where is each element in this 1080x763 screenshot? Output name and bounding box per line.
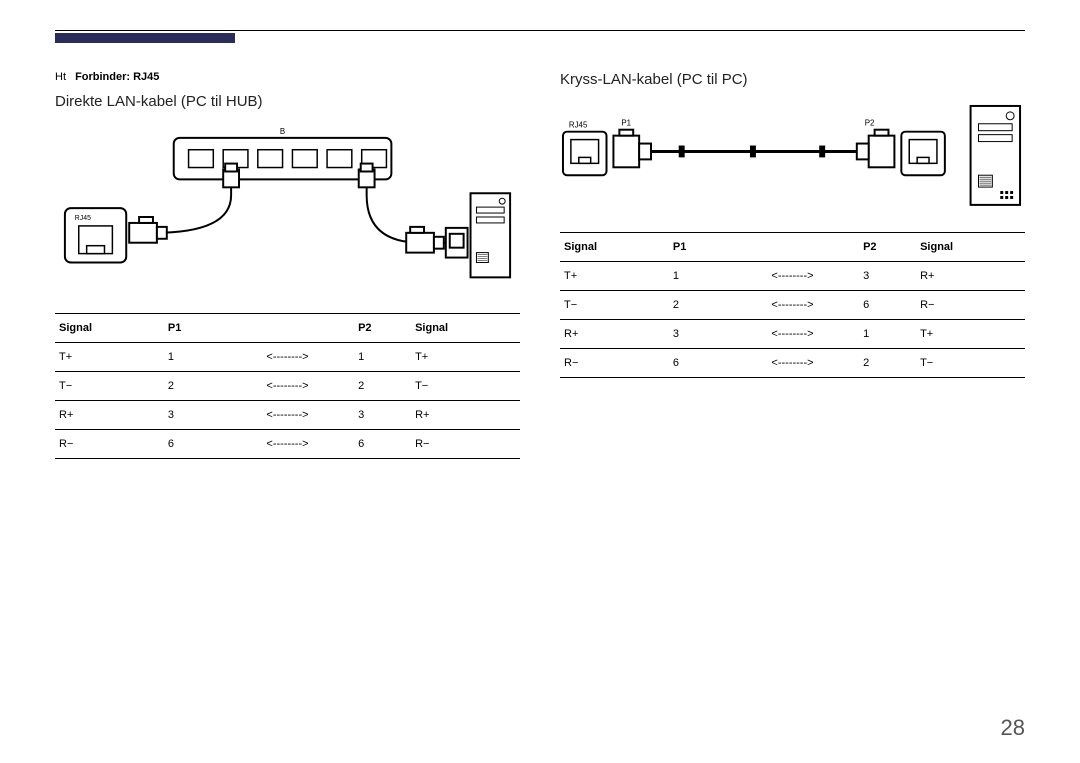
rj45-label: RJ45 (569, 121, 588, 130)
connector-prefix: Ht (55, 71, 66, 83)
connector-line: Ht Forbinder: RJ45 (55, 71, 520, 83)
diagram-pc-to-hub: B RJ45 (55, 124, 520, 292)
right-pinout-table: Signal P1 P2 Signal T+1<-------->3R+ T−2… (560, 232, 1025, 378)
table-row: R+3<-------->1T+ (560, 319, 1025, 348)
th-p1: P1 (669, 232, 726, 261)
right-table-body: T+1<-------->3R+ T−2<-------->6R− R+3<--… (560, 261, 1025, 377)
th-signal2: Signal (411, 314, 520, 343)
p2-label: P2 (865, 119, 875, 128)
pc-icon (971, 106, 1020, 205)
content-columns: Ht Forbinder: RJ45 Direkte LAN-kabel (PC… (55, 71, 1025, 459)
table-row: R−6<-------->6R− (55, 430, 520, 459)
table-row: T−2<-------->2T− (55, 372, 520, 401)
connector-label: Forbinder: RJ45 (75, 71, 159, 83)
right-column: Kryss-LAN-kabel (PC til PC) RJ45 P1 (560, 71, 1025, 459)
rj45-label: RJ45 (75, 215, 91, 222)
th-signal2: Signal (916, 232, 1025, 261)
th-arrow (726, 232, 859, 261)
left-column: Ht Forbinder: RJ45 Direkte LAN-kabel (PC… (55, 71, 520, 459)
top-rule (55, 30, 1025, 31)
th-p2: P2 (354, 314, 411, 343)
th-p1: P1 (164, 314, 221, 343)
table-row: T+1<-------->3R+ (560, 261, 1025, 290)
table-row: R−6<-------->2T− (560, 348, 1025, 377)
left-pinout-table: Signal P1 P2 Signal T+1<-------->1T+ T−2… (55, 313, 520, 459)
th-arrow (221, 314, 354, 343)
th-p2: P2 (859, 232, 916, 261)
table-header-row: Signal P1 P2 Signal (55, 314, 520, 343)
th-signal: Signal (560, 232, 669, 261)
hub-label: B (280, 127, 285, 136)
table-row: R+3<-------->3R+ (55, 401, 520, 430)
right-title: Kryss-LAN-kabel (PC til PC) (560, 71, 1025, 88)
pc-icon (471, 193, 511, 277)
left-title: Direkte LAN-kabel (PC til HUB) (55, 93, 520, 110)
accent-bar (55, 33, 235, 43)
table-row: T+1<-------->1T+ (55, 343, 520, 372)
table-header-row: Signal P1 P2 Signal (560, 232, 1025, 261)
diagram-pc-to-pc: RJ45 P1 P2 (560, 102, 1025, 211)
page-number: 28 (1001, 715, 1025, 741)
p1-label: P1 (621, 119, 631, 128)
th-signal: Signal (55, 314, 164, 343)
left-table-body: T+1<-------->1T+ T−2<-------->2T− R+3<--… (55, 343, 520, 459)
table-row: T−2<-------->6R− (560, 290, 1025, 319)
